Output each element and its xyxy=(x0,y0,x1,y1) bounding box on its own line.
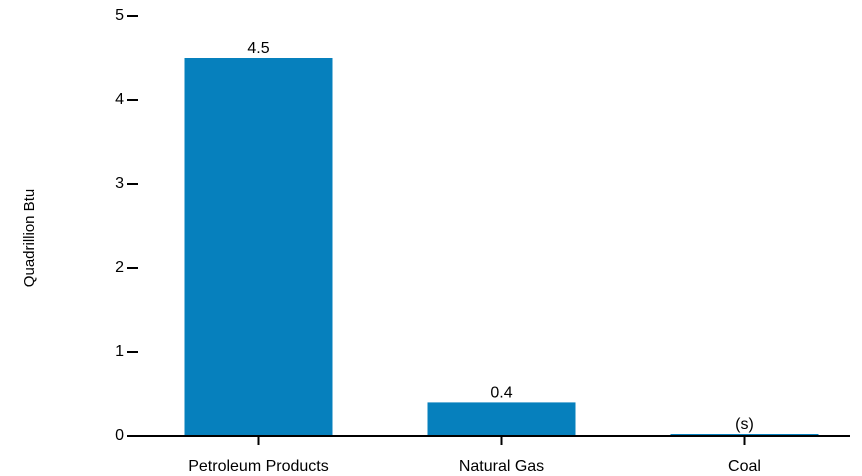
y-tick-label: 4 xyxy=(115,91,124,108)
y-tick-label: 5 xyxy=(115,7,124,24)
y-tick-label: 0 xyxy=(115,427,124,444)
x-tick-label: Petroleum Products xyxy=(188,458,329,475)
bar-natural-gas xyxy=(427,402,576,436)
x-axis: Petroleum Products Natural Gas Coal xyxy=(188,436,761,475)
data-label: (s) xyxy=(735,416,754,433)
y-tick-label: 1 xyxy=(115,343,124,360)
y-tick-label: 2 xyxy=(115,259,124,276)
data-labels-group: 4.5 0.4 (s) xyxy=(247,40,753,433)
x-tick-label: Coal xyxy=(728,458,761,475)
x-tick-label: Natural Gas xyxy=(459,458,544,475)
bars-group xyxy=(184,58,819,436)
y-tick-label: 3 xyxy=(115,175,124,192)
data-label: 4.5 xyxy=(247,40,269,57)
y-axis-label: Quadrillion Btu xyxy=(21,189,38,287)
y-axis: 0 1 2 3 4 5 xyxy=(115,7,138,444)
bar-petroleum-products xyxy=(184,58,333,436)
data-label: 0.4 xyxy=(490,384,512,401)
